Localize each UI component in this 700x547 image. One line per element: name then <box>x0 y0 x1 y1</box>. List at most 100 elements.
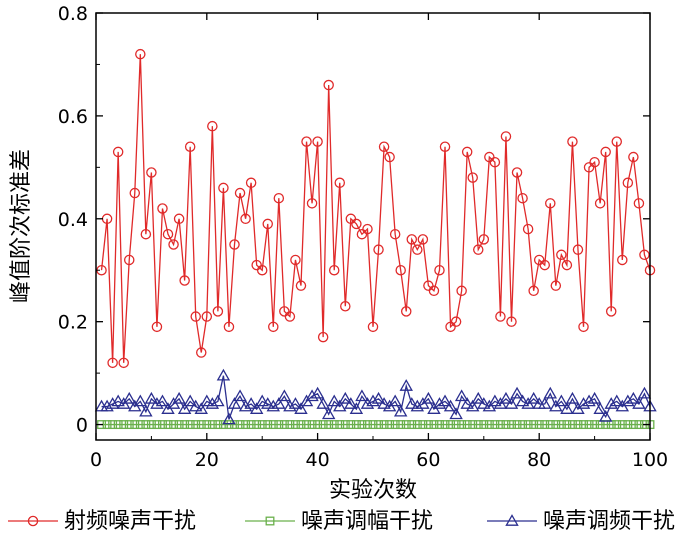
data-point <box>266 399 281 412</box>
data-point <box>454 389 469 402</box>
data-point <box>406 234 418 245</box>
data-point <box>129 187 141 199</box>
data-point <box>560 402 574 414</box>
data-point <box>190 311 201 322</box>
data-point <box>473 244 484 255</box>
data-point <box>183 394 197 407</box>
x-tick-label: 80 <box>527 449 551 471</box>
data-point <box>562 420 572 430</box>
data-point <box>628 420 638 430</box>
data-point <box>457 420 467 430</box>
data-point <box>534 420 544 430</box>
data-point <box>177 402 192 414</box>
series-line <box>100 54 651 363</box>
data-point <box>432 397 447 409</box>
data-point <box>135 48 146 60</box>
data-point <box>468 420 478 430</box>
data-point <box>488 394 502 407</box>
data-point <box>191 420 201 430</box>
data-point <box>439 141 451 153</box>
data-point <box>272 397 286 409</box>
data-point <box>471 391 485 404</box>
data-point <box>94 399 109 412</box>
data-point <box>582 394 596 407</box>
data-point <box>390 420 400 430</box>
data-point <box>518 420 528 430</box>
data-point <box>244 397 258 409</box>
data-point <box>119 420 129 430</box>
data-point <box>185 420 195 430</box>
data-point <box>418 420 428 430</box>
data-point <box>268 321 279 333</box>
data-point <box>130 420 140 430</box>
data-point <box>328 264 340 276</box>
data-point <box>261 397 275 409</box>
data-point <box>157 203 168 214</box>
data-point <box>105 397 120 409</box>
data-point <box>333 399 347 412</box>
data-point <box>123 254 135 266</box>
data-point <box>443 399 458 412</box>
data-point <box>340 420 350 430</box>
data-point <box>611 136 623 147</box>
legend-label: 噪声调频干扰 <box>543 509 675 534</box>
data-point <box>180 420 190 430</box>
data-point <box>417 234 429 245</box>
data-point <box>162 228 174 240</box>
data-point <box>318 420 328 430</box>
data-point <box>140 228 152 240</box>
data-point <box>241 420 251 430</box>
data-point <box>461 146 473 158</box>
data-point <box>249 402 264 414</box>
data-point <box>528 285 539 297</box>
data-point <box>201 311 213 322</box>
data-point <box>211 394 225 407</box>
data-point <box>122 391 136 404</box>
data-point <box>179 275 190 286</box>
data-point <box>399 379 413 391</box>
data-point <box>576 397 591 409</box>
data-point <box>594 198 606 209</box>
data-point <box>538 397 552 409</box>
data-point <box>313 420 323 430</box>
data-point <box>355 389 369 402</box>
data-point <box>268 420 278 430</box>
data-point <box>235 420 245 430</box>
data-point <box>257 420 267 430</box>
data-point <box>279 420 289 430</box>
data-point <box>285 420 295 430</box>
ticks-layer: 0 20 40 60 80 100 0 0.2 0.4 0.6 0.8 <box>58 3 668 471</box>
data-point <box>323 79 334 91</box>
data-point <box>310 386 325 399</box>
data-point <box>229 239 240 250</box>
data-point <box>526 391 541 404</box>
data-point <box>135 420 145 430</box>
data-point <box>296 420 306 430</box>
data-point <box>634 420 644 430</box>
data-point <box>172 391 186 404</box>
data-point <box>628 151 639 163</box>
data-point <box>495 311 506 322</box>
data-point <box>621 394 635 407</box>
y-tick-label: 0 <box>76 415 88 437</box>
data-point <box>118 357 129 369</box>
data-point <box>605 306 617 317</box>
data-point <box>234 187 246 199</box>
data-point <box>295 280 307 291</box>
data-point <box>623 420 633 430</box>
data-point <box>435 420 444 430</box>
data-point <box>384 151 395 163</box>
data-point <box>150 397 164 409</box>
data-point <box>584 420 594 430</box>
data-point <box>124 420 134 430</box>
y-tick-label: 0.4 <box>58 209 88 231</box>
data-point <box>600 146 611 158</box>
data-point <box>360 397 375 409</box>
data-point <box>393 404 408 417</box>
data-point <box>194 402 208 414</box>
data-point <box>207 420 217 430</box>
data-point <box>222 412 236 425</box>
data-point <box>205 397 220 409</box>
data-point <box>111 394 125 407</box>
